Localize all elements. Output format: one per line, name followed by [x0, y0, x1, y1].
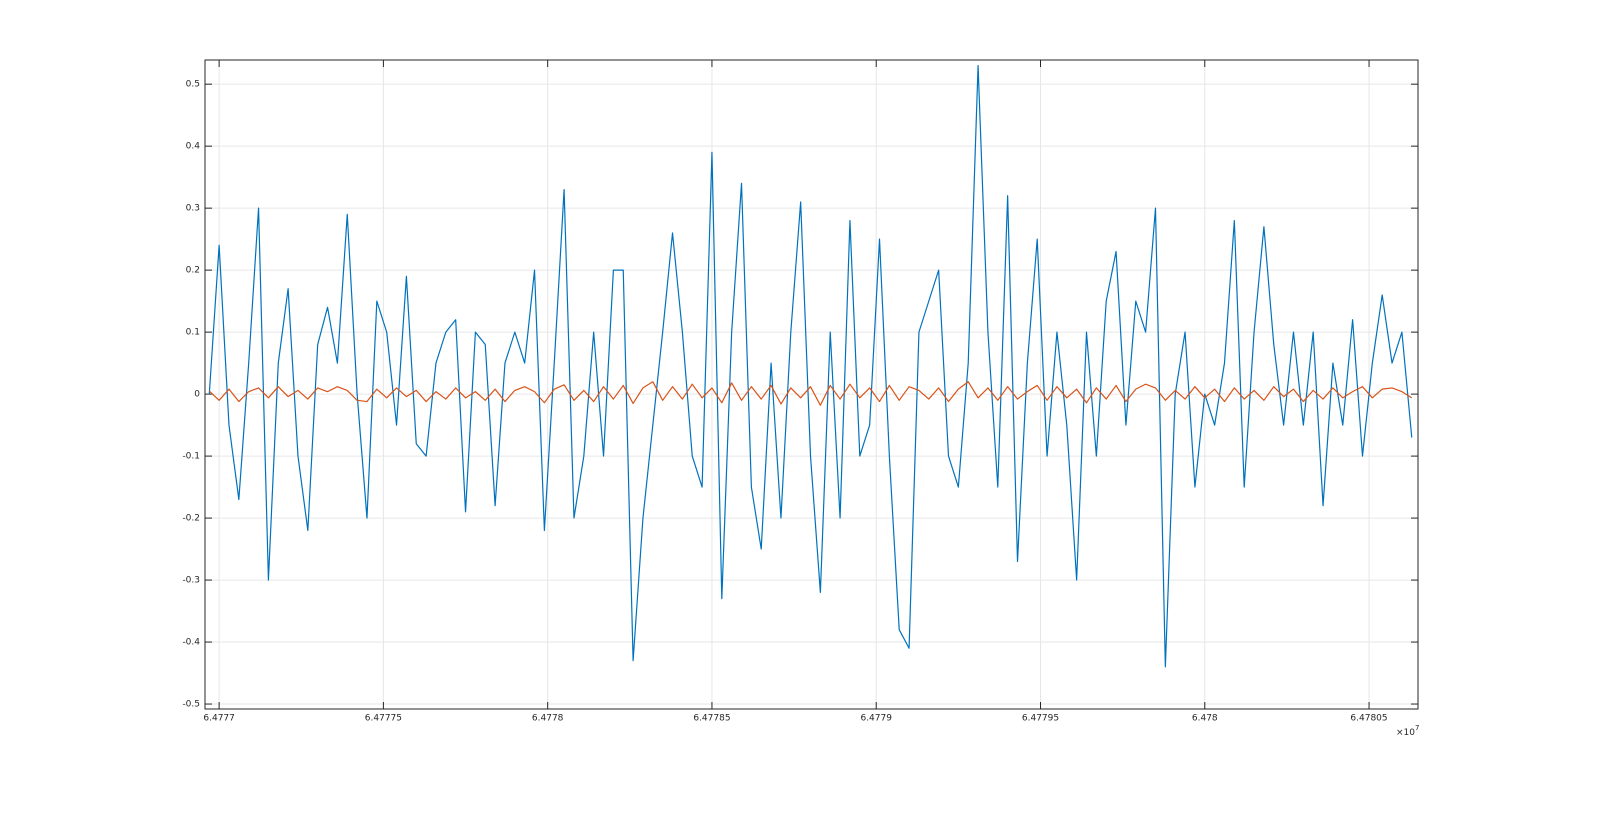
- x-tick-label: 6.47795: [1022, 714, 1059, 724]
- x-tick-label: 6.4777: [203, 714, 235, 724]
- plot-area: [205, 60, 1418, 709]
- y-tick-label: 0.1: [186, 328, 200, 338]
- x-exponent-base: ×10: [1396, 728, 1415, 738]
- x-tick-label: 6.4779: [860, 714, 892, 724]
- y-tick-label: -0.1: [182, 452, 200, 462]
- y-tick-label: 0.5: [186, 80, 200, 90]
- y-tick-label: -0.3: [182, 576, 200, 586]
- x-tick-label: 6.4778: [532, 714, 564, 724]
- data-line: [208, 381, 1413, 406]
- y-tick-label: 0.2: [186, 266, 200, 276]
- x-tick-label: 6.47805: [1350, 714, 1387, 724]
- y-tick-label: -0.4: [182, 638, 200, 648]
- x-tick-label: 6.47785: [693, 714, 730, 724]
- y-tick-label: 0.4: [186, 142, 201, 152]
- y-tick-label: -0.5: [182, 700, 200, 710]
- y-tick-label: 0.3: [186, 204, 200, 214]
- data-line: [208, 64, 1413, 668]
- y-tick-label: -0.2: [182, 514, 200, 524]
- x-exponent-label: ×107: [1396, 724, 1419, 738]
- x-exponent: 7: [1415, 724, 1419, 732]
- axes-box: [204, 59, 1419, 710]
- x-tick-label: 6.47775: [365, 714, 402, 724]
- y-tick-label: 0: [194, 390, 200, 400]
- x-tick-label: 6.478: [1192, 714, 1218, 724]
